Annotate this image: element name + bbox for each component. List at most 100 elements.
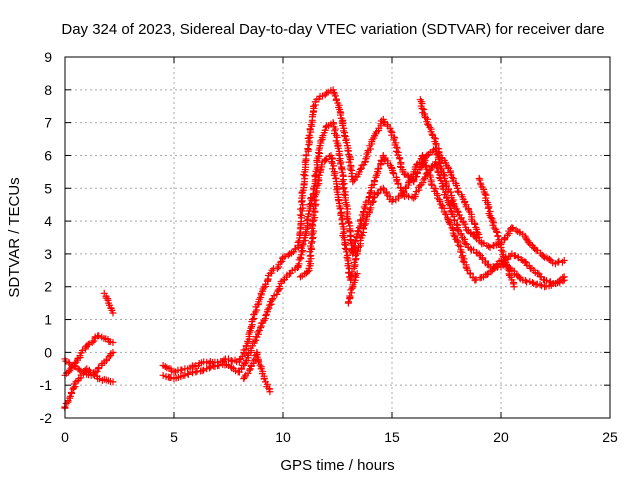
grid <box>65 57 610 418</box>
data-point-interp <box>521 276 529 284</box>
data-point-interp <box>345 150 353 158</box>
data-point-interp <box>327 158 335 166</box>
data-point <box>560 256 568 264</box>
data-point-interp <box>360 221 368 229</box>
data-point-interp <box>350 242 358 250</box>
data-point-interp <box>341 240 349 248</box>
data-point-interp <box>420 105 428 113</box>
data-point-interp <box>348 284 356 292</box>
data-point-interp <box>266 301 274 309</box>
data-point <box>279 276 287 284</box>
data-point-interp <box>336 160 344 168</box>
data-point-interp <box>299 240 307 248</box>
data-point-interp <box>305 210 313 218</box>
y-tick-label: 3 <box>44 246 52 262</box>
data-point-interp <box>349 245 357 253</box>
data-point-interp <box>348 268 356 276</box>
data-point-interp <box>220 356 228 364</box>
data-point-interp <box>512 226 520 234</box>
data-point-interp <box>472 276 480 284</box>
data-point-interp <box>476 176 484 184</box>
data-point-interp <box>184 370 192 378</box>
data-point <box>109 339 117 347</box>
data-point-interp <box>435 196 443 204</box>
data-point-interp <box>309 217 317 225</box>
data-point-interp <box>321 156 329 164</box>
y-tick-label: 5 <box>44 180 52 196</box>
data-point-interp <box>502 258 510 266</box>
data-point-interp <box>423 165 431 173</box>
data-point-interp <box>453 220 461 228</box>
data-point <box>510 283 518 291</box>
data-point <box>109 309 117 317</box>
data-point-interp <box>394 180 402 188</box>
y-tick-label: 1 <box>44 312 52 328</box>
data-point-interp <box>273 290 281 298</box>
data-point-interp <box>368 136 376 144</box>
data-point-interp <box>94 365 102 373</box>
y-tick-label: 8 <box>44 82 52 98</box>
data-point-interp <box>303 216 311 224</box>
data-point-interp <box>444 163 452 171</box>
data-point <box>268 266 276 274</box>
data-point-interp <box>481 190 489 198</box>
data-point-interp <box>354 227 362 235</box>
data-point-interp <box>294 238 302 246</box>
data-point <box>192 368 200 376</box>
data-point-interp <box>317 137 325 145</box>
data-point-interp <box>333 133 341 141</box>
data-point-interp <box>307 252 315 260</box>
data-point <box>421 174 429 182</box>
data-point-interp <box>346 236 354 244</box>
data-point <box>353 270 361 278</box>
data-point-interp <box>316 166 324 174</box>
data-point-interp <box>301 158 309 166</box>
data-point <box>296 273 304 281</box>
data-point-interp <box>380 118 388 126</box>
data-point-interp <box>315 171 323 179</box>
data-point-interp <box>450 231 458 239</box>
series-band-D <box>100 289 117 317</box>
series-band-C <box>61 348 117 379</box>
data-point-interp <box>85 340 93 348</box>
y-tick-label: -2 <box>40 410 53 426</box>
data-point <box>342 201 350 209</box>
data-point-interp <box>416 182 424 190</box>
data-point-interp <box>340 132 348 140</box>
data-point <box>445 217 453 225</box>
data-point-interp <box>215 362 223 370</box>
data-point <box>471 220 479 228</box>
x-tick-label: 5 <box>170 429 178 445</box>
x-tick-label: 15 <box>384 429 400 445</box>
data-point-interp <box>437 200 445 208</box>
y-tick-label: 9 <box>44 49 52 65</box>
data-point <box>275 286 283 294</box>
data-point-interp <box>330 89 338 97</box>
data-point-interp <box>447 207 455 215</box>
data-point <box>266 388 274 396</box>
data-point-interp <box>305 131 313 139</box>
data-point-interp <box>281 253 289 261</box>
data-point-interp <box>335 156 343 164</box>
data-point-interp <box>474 229 482 237</box>
data-point-interp <box>260 375 268 383</box>
data-point-interp <box>459 257 467 265</box>
data-point <box>264 306 272 314</box>
data-point-interp <box>246 366 254 374</box>
data-point-interp <box>442 210 450 218</box>
data-point-interp <box>250 338 258 346</box>
data-point-interp <box>277 258 285 266</box>
data-point-interp <box>298 242 306 250</box>
data-point-interp <box>255 358 263 366</box>
data-point-interp <box>373 190 381 198</box>
data-point <box>248 316 256 324</box>
y-axis-label: SDTVAR / TECUs <box>6 177 23 297</box>
data-point-interp <box>485 242 493 250</box>
data-point <box>109 378 117 386</box>
data-point-interp <box>253 306 261 314</box>
data-point-interp <box>351 271 359 279</box>
y-tick-label: 4 <box>44 213 52 229</box>
series-band-E <box>159 86 568 376</box>
chart-title: Day 324 of 2023, Sidereal Day-to-day VTE… <box>61 21 604 38</box>
